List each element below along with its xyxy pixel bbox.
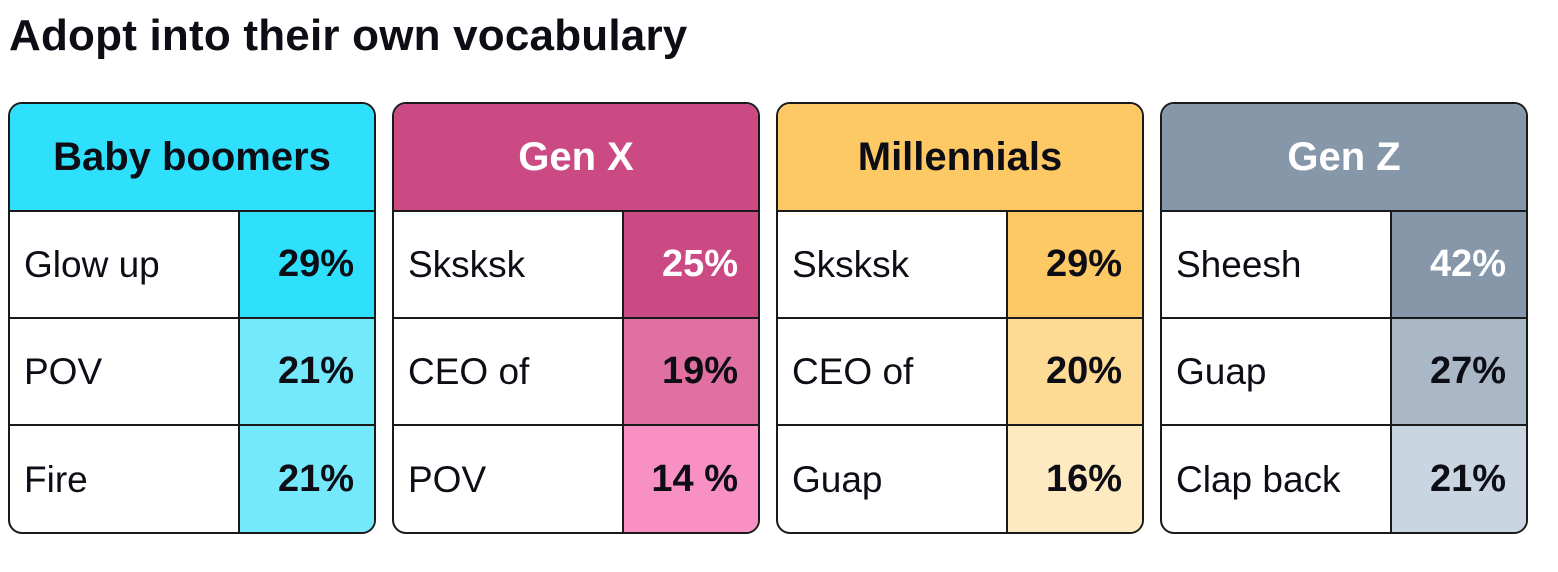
percent-value: 16% [1008,426,1142,532]
table-row: Clap back 21% [1162,426,1526,532]
percent-value: 42% [1392,212,1526,317]
table-row: POV 21% [10,319,374,426]
percent-value: 21% [240,319,374,424]
percent-value: 29% [1008,212,1142,317]
term-label: Fire [10,426,240,532]
chart-title: Adopt into their own vocabulary [9,11,688,60]
table-row: Guap 16% [778,426,1142,532]
term-label: Sksksk [778,212,1008,317]
term-label: CEO of [394,319,624,424]
table-row: CEO of 19% [394,319,758,426]
percent-value: 29% [240,212,374,317]
table-row: Guap 27% [1162,319,1526,426]
card-header: Gen Z [1162,104,1526,212]
card-gen-z: Gen Z Sheesh 42% Guap 27% Clap back 21% [1160,102,1528,534]
table-row: Fire 21% [10,426,374,532]
table-row: Sheesh 42% [1162,212,1526,319]
percent-value: 25% [624,212,758,317]
term-label: Sheesh [1162,212,1392,317]
term-label: Clap back [1162,426,1392,532]
term-label: Guap [1162,319,1392,424]
card-header: Millennials [778,104,1142,212]
card-header: Gen X [394,104,758,212]
table-row: Sksksk 29% [778,212,1142,319]
percent-value: 21% [240,426,374,532]
card-baby-boomers: Baby boomers Glow up 29% POV 21% Fire 21… [8,102,376,534]
term-label: POV [10,319,240,424]
percent-value: 20% [1008,319,1142,424]
term-label: POV [394,426,624,532]
percent-value: 27% [1392,319,1526,424]
card-gen-x: Gen X Sksksk 25% CEO of 19% POV 14 % [392,102,760,534]
card-header: Baby boomers [10,104,374,212]
term-label: Glow up [10,212,240,317]
card-millennials: Millennials Sksksk 29% CEO of 20% Guap 1… [776,102,1144,534]
table-row: POV 14 % [394,426,758,532]
term-label: Guap [778,426,1008,532]
table-row: Glow up 29% [10,212,374,319]
term-label: Sksksk [394,212,624,317]
term-label: CEO of [778,319,1008,424]
table-row: CEO of 20% [778,319,1142,426]
percent-value: 14 % [624,426,758,532]
percent-value: 19% [624,319,758,424]
table-row: Sksksk 25% [394,212,758,319]
percent-value: 21% [1392,426,1526,532]
